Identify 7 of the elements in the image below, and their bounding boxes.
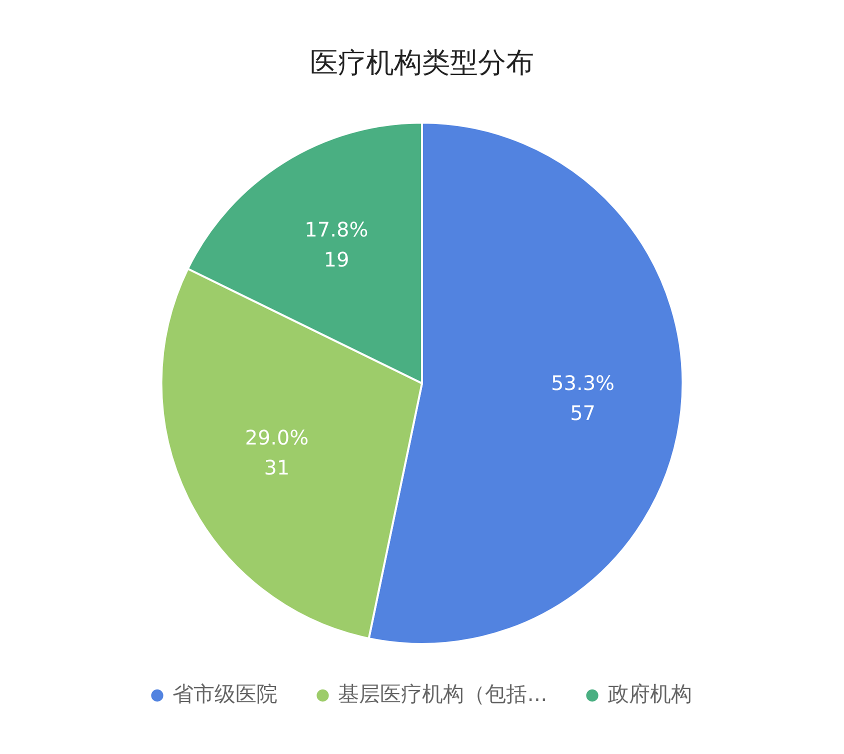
legend-label: 省市级医院 bbox=[172, 682, 278, 706]
legend-label: 政府机构 bbox=[608, 682, 692, 706]
data-label: 17.8% 19 bbox=[304, 217, 368, 272]
data-label: 53.3% 57 bbox=[551, 371, 615, 426]
chart-title: 医疗机构类型分布 bbox=[310, 46, 534, 80]
legend-label: 基层医疗机构（包括... bbox=[338, 682, 548, 706]
data-label: 29.0% 31 bbox=[245, 426, 309, 480]
